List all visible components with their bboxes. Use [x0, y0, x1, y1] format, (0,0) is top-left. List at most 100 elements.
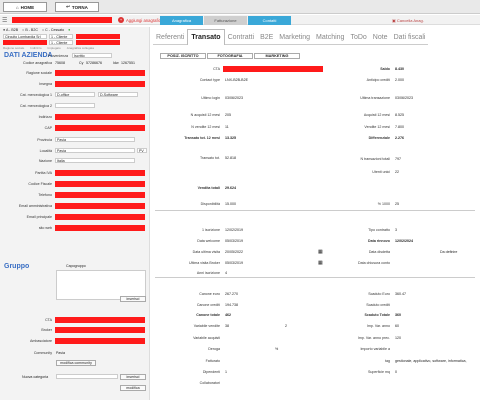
subtab-fotografia[interactable]: FOTOGRAFIA: [207, 53, 253, 59]
account-name-redacted: [12, 17, 112, 23]
tab-dati-fiscali[interactable]: Dati fiscali: [393, 33, 426, 41]
sidebar-field-2[interactable]: D-office: [55, 92, 95, 97]
sidebar-redacted-9: [55, 170, 145, 176]
canone-value-7: 1: [225, 370, 227, 374]
tab-contratti[interactable]: Contratti: [227, 33, 255, 41]
left-value-2: 03/06/2023: [225, 96, 243, 100]
scaduto-label-3: Imp. Var. anno: [366, 324, 390, 328]
add-anagrafica-link[interactable]: + Aggiungi anagrafica: [118, 17, 164, 23]
tab-transato[interactable]: Transato: [187, 29, 225, 45]
divider-2: [155, 277, 475, 278]
status-dot-icon: ●: [68, 28, 71, 32]
left-value-3: 205: [225, 113, 231, 117]
provenienza-select[interactable]: Iscritto: [72, 53, 112, 58]
sidebar-label-8: Nazione: [38, 159, 52, 163]
client-select-2[interactable]: 1 - Cliente: [49, 40, 73, 45]
filter-b2b[interactable]: ● A - B2B: [3, 28, 19, 32]
back-button[interactable]: ↩ TORNA: [55, 2, 99, 12]
sidebar-redacted-11: [55, 192, 145, 198]
left-value-1: LNX-B2B-B2E: [225, 78, 248, 82]
left-label-2: Ultimo login: [201, 96, 220, 100]
sidebar-field-8[interactable]: Italia: [55, 158, 135, 163]
tab-note[interactable]: Note: [372, 33, 388, 41]
home-button[interactable]: ⌂ HOME: [3, 2, 47, 12]
date-label-2: Data ultima visita: [192, 250, 220, 254]
left-value-7: 29.624: [225, 186, 236, 190]
tab-anagrafica[interactable]: Anagrafica: [160, 16, 203, 25]
right-value-1: 2.000: [395, 78, 404, 82]
nuova-categoria-input[interactable]: [56, 374, 118, 379]
sidebar-redacted-1: [55, 81, 145, 87]
sub-labels: Ragione sociale Indirizzo Impiegato Anagraf…: [3, 46, 94, 50]
canone-value-2: 462: [225, 313, 231, 317]
subtab-marketing[interactable]: MARKETING: [254, 53, 300, 59]
right-label-5: Differenziale: [368, 136, 390, 140]
sidebar-label-3: Cat. merceologica 2: [20, 104, 52, 108]
subtab-posiz-iscritto[interactable]: POSIZ. ISCRITTO: [160, 53, 206, 59]
modifica-button[interactable]: modifica: [120, 385, 146, 391]
home-icon: ⌂: [15, 4, 19, 10]
client-select-1[interactable]: 1 - Cliente: [49, 34, 73, 39]
canone-label-2: Canone totale: [196, 313, 220, 317]
right-label-7: Utenti unici: [372, 170, 390, 174]
cta-value-redacted: [223, 66, 323, 72]
sidebar-field-6[interactable]: Pavia: [55, 137, 135, 142]
right-label-1: Anticipo crediti: [366, 78, 390, 82]
right-value-2: 03/06/2023: [395, 96, 413, 100]
tab-b2e[interactable]: B2E: [260, 33, 274, 41]
date-label-3: Ultima visita Broker: [189, 261, 220, 265]
community-value: Pavia: [56, 351, 65, 355]
tab-contatti[interactable]: Contatti: [248, 16, 291, 25]
inserisci-categoria-button[interactable]: inserisci: [120, 374, 146, 380]
right-label-8: % 1000: [377, 202, 390, 206]
date-label-0: 1 iscrizione: [202, 228, 220, 232]
left-label-1: Contact type: [199, 78, 220, 82]
circuit-field[interactable]: Circuito Lombardia Srl: [3, 34, 47, 39]
canone-label-8: Collaboratori: [199, 381, 220, 385]
cat1-sub-field[interactable]: D-Software: [98, 92, 138, 97]
tab-matching[interactable]: Matching: [316, 33, 345, 41]
tab-marketing[interactable]: Marketing: [279, 33, 311, 41]
type-filters: ● A - B2B ○ B - B2C ○ C - Cessato ●: [3, 28, 70, 32]
scaduto-label-2: Scaduto Totale: [364, 313, 391, 317]
sidebar-field-3[interactable]: [55, 103, 95, 108]
broker-label: Broker: [41, 328, 52, 332]
filter-b2c[interactable]: ○ B - B2C: [22, 28, 38, 32]
scaduto-value-6: gestionale, applicativo, software, infor…: [395, 359, 467, 363]
sidebar-label-13: Email principale: [26, 215, 52, 219]
sidebar-redacted-10: [55, 181, 145, 187]
left-value-8: 15.000: [225, 202, 236, 206]
scaduto-label-1: Scaduto crediti: [366, 303, 390, 307]
sidebar-field-7[interactable]: Pavia: [55, 148, 135, 153]
right-label-6: N transazioni totali: [360, 157, 390, 161]
canone-value-1: 194.738: [225, 303, 238, 307]
contract-value-0: 3: [395, 228, 397, 232]
deroga-percent: %: [275, 347, 279, 351]
menu-icon[interactable]: ☰: [2, 18, 8, 24]
filter-cessato[interactable]: ○ C - Cessato: [41, 28, 65, 32]
calendar-icon[interactable]: ▦: [318, 249, 323, 255]
scaduto-label-0: Scaduto Euro: [368, 292, 390, 296]
right-value-8: 25: [395, 202, 399, 206]
sidebar-label-4: Indirizzo: [38, 115, 52, 119]
tab-referenti[interactable]: Referenti: [156, 33, 185, 41]
left-label-0: CTA: [213, 67, 220, 71]
left-label-5: Transato tot. 12 mesi: [184, 136, 220, 140]
sidebar: [0, 27, 150, 400]
left-label-4: N vendite 12 mesi: [191, 125, 220, 129]
modifica-community-button[interactable]: modifica community: [56, 360, 96, 366]
calendar-icon[interactable]: ▦: [318, 260, 323, 266]
right-label-3: Acquisti 12 mesi: [363, 113, 390, 117]
codice-label: Codice anagrafica: [23, 61, 52, 65]
inserisci-gruppo-button[interactable]: inserisci: [120, 296, 146, 302]
gruppo-textarea[interactable]: [56, 270, 146, 300]
scaduto-value-3: 60: [395, 324, 399, 328]
divider-1: [155, 210, 475, 211]
right-label-4: Vendite 12 mesi: [364, 125, 390, 129]
sidebar-redacted-4: [55, 114, 145, 120]
sidebar-redacted-0: [55, 70, 145, 76]
scaduto-value-2: 360: [395, 313, 401, 317]
tab-todo[interactable]: ToDo: [350, 33, 367, 41]
cancel-anagrafica-link[interactable]: ▣ Cancella Anag.: [392, 18, 424, 23]
tab-fatturazione[interactable]: Fatturazione: [204, 16, 247, 25]
